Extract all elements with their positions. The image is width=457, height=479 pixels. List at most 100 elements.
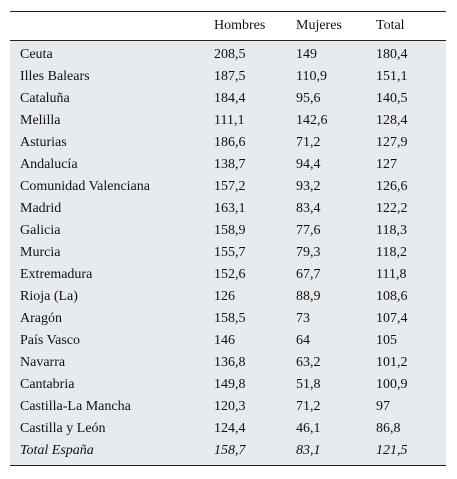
table-row: Andalucía 138,7 94,4 127 xyxy=(10,154,446,176)
table-row: Madrid 163,1 83,4 122,2 xyxy=(10,198,446,220)
table-row: Galicia 158,9 77,6 118,3 xyxy=(10,220,446,242)
row-label: País Vasco xyxy=(20,333,81,348)
cell: 83,1 xyxy=(296,443,321,458)
cell: 127,9 xyxy=(376,135,408,150)
cell: 77,6 xyxy=(296,223,321,238)
row-label: Ceuta xyxy=(20,47,53,62)
cell: 140,5 xyxy=(376,91,408,106)
row-label: Rioja (La) xyxy=(20,289,78,304)
cell: 152,6 xyxy=(214,267,246,282)
row-label: Cataluña xyxy=(20,91,70,106)
cell: 94,4 xyxy=(296,157,321,172)
cell: 158,5 xyxy=(214,311,246,326)
cell: 155,7 xyxy=(214,245,246,260)
row-label: Total España xyxy=(20,443,94,458)
row-label: Galicia xyxy=(20,223,61,238)
cell: 105 xyxy=(376,333,397,348)
column-header: Hombres xyxy=(214,11,296,41)
cell: 120,3 xyxy=(214,399,246,414)
cell: 79,3 xyxy=(296,245,321,260)
row-label: Cantabria xyxy=(20,377,75,392)
cell: 157,2 xyxy=(214,179,246,194)
column-header: Mujeres xyxy=(296,11,376,41)
cell: 101,2 xyxy=(376,355,408,370)
column-header xyxy=(10,11,214,41)
cell: 187,5 xyxy=(214,69,246,84)
table-row: Cataluña 184,4 95,6 140,5 xyxy=(10,88,446,110)
cell: 51,8 xyxy=(296,377,321,392)
cell: 136,8 xyxy=(214,355,246,370)
table-row: Castilla y León 124,4 46,1 86,8 xyxy=(10,418,446,440)
table-row: Murcia 155,7 79,3 118,2 xyxy=(10,242,446,264)
table-row: Melilla 111,1 142,6 128,4 xyxy=(10,110,446,132)
table-row: Cantabria 149,8 51,8 100,9 xyxy=(10,374,446,396)
cell: 95,6 xyxy=(296,91,321,106)
cell: 186,6 xyxy=(214,135,246,150)
cell: 149 xyxy=(296,47,317,62)
cell: 108,6 xyxy=(376,289,408,304)
cell: 126 xyxy=(214,289,235,304)
table-row: Illes Balears 187,5 110,9 151,1 xyxy=(10,66,446,88)
row-label: Madrid xyxy=(20,201,62,216)
cell: 88,9 xyxy=(296,289,321,304)
cell: 73 xyxy=(296,311,310,326)
row-label: Castilla y León xyxy=(20,421,106,436)
table-row: Castilla-La Mancha 120,3 71,2 97 xyxy=(10,396,446,418)
cell: 184,4 xyxy=(214,91,246,106)
row-label: Comunidad Valenciana xyxy=(20,179,150,194)
cell: 128,4 xyxy=(376,113,408,128)
cell: 149,8 xyxy=(214,377,246,392)
cell: 142,6 xyxy=(296,113,328,128)
row-label: Andalucía xyxy=(20,157,78,172)
cell: 158,7 xyxy=(214,443,246,458)
row-label: Aragón xyxy=(20,311,62,326)
row-label: Asturias xyxy=(20,135,67,150)
cell: 71,2 xyxy=(296,135,321,150)
cell: 71,2 xyxy=(296,399,321,414)
table-row: Total España 158,7 83,1 121,5 xyxy=(10,440,446,466)
cell: 93,2 xyxy=(296,179,321,194)
cell: 151,1 xyxy=(376,69,408,84)
cell: 67,7 xyxy=(296,267,321,282)
cell: 46,1 xyxy=(296,421,321,436)
cell: 100,9 xyxy=(376,377,408,392)
column-header: Total xyxy=(376,11,446,41)
row-label: Murcia xyxy=(20,245,61,260)
cell: 111,8 xyxy=(376,267,407,282)
row-label: Extremadura xyxy=(20,267,93,282)
cell: 138,7 xyxy=(214,157,246,172)
cell: 64 xyxy=(296,333,310,348)
cell: 158,9 xyxy=(214,223,246,238)
header-row: Hombres Mujeres Total xyxy=(10,11,446,41)
table-row: Aragón 158,5 73 107,4 xyxy=(10,308,446,330)
cell: 121,5 xyxy=(376,443,408,458)
table-row: País Vasco 146 64 105 xyxy=(10,330,446,352)
cell: 127 xyxy=(376,157,397,172)
cell: 97 xyxy=(376,399,390,414)
row-label: Melilla xyxy=(20,113,61,128)
table-row: Rioja (La) 126 88,9 108,6 xyxy=(10,286,446,308)
cell: 180,4 xyxy=(376,47,408,62)
data-table: Hombres Mujeres Total Ceuta 208,5 149 180,4 Il… xyxy=(10,11,446,466)
cell: 110,9 xyxy=(296,69,327,84)
row-label: Castilla-La Mancha xyxy=(20,399,131,414)
table-panel: Hombres Mujeres Total Ceuta 208,5 149 180,4 Il… xyxy=(10,11,446,466)
row-label: Navarra xyxy=(20,355,66,370)
cell: 124,4 xyxy=(214,421,246,436)
cell: 107,4 xyxy=(376,311,408,326)
cell: 208,5 xyxy=(214,47,246,62)
cell: 122,2 xyxy=(376,201,408,216)
table-row: Asturias 186,6 71,2 127,9 xyxy=(10,132,446,154)
table-row: Extremadura 152,6 67,7 111,8 xyxy=(10,264,446,286)
cell: 126,6 xyxy=(376,179,408,194)
cell: 118,3 xyxy=(376,223,407,238)
cell: 118,2 xyxy=(376,245,407,260)
cell: 86,8 xyxy=(376,421,401,436)
table-row: Comunidad Valenciana 157,2 93,2 126,6 xyxy=(10,176,446,198)
cell: 83,4 xyxy=(296,201,321,216)
cell: 163,1 xyxy=(214,201,246,216)
table-body: Ceuta 208,5 149 180,4 Illes Balears 187,5 110,… xyxy=(10,41,446,466)
table-row: Navarra 136,8 63,2 101,2 xyxy=(10,352,446,374)
cell: 63,2 xyxy=(296,355,321,370)
